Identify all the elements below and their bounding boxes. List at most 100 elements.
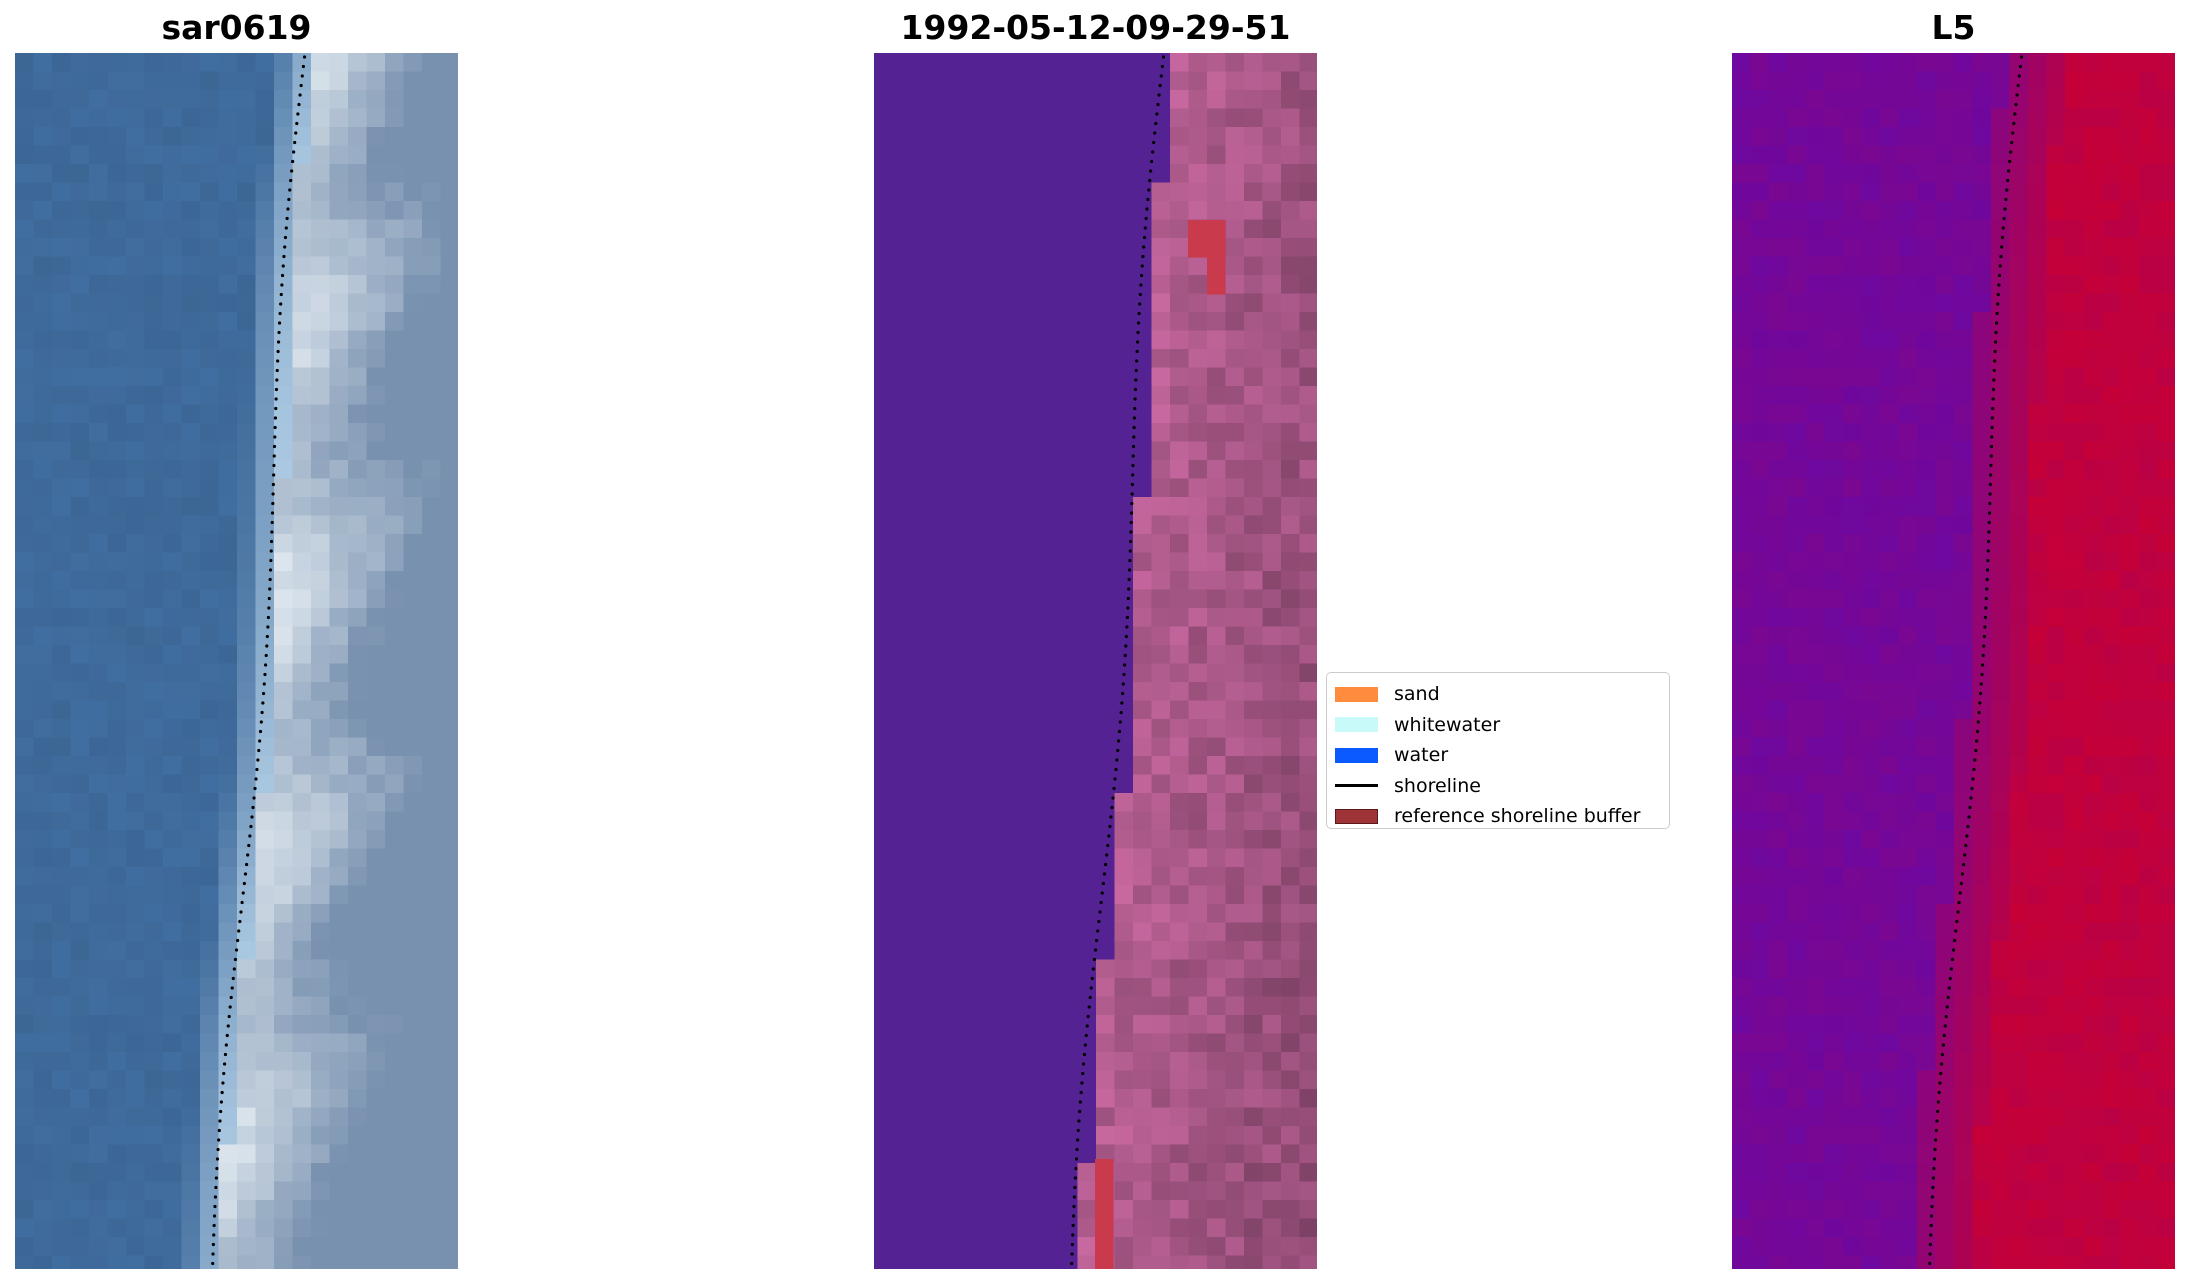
- class-pixel: [1170, 145, 1190, 165]
- class-pixel: [1040, 1237, 1060, 1257]
- class-pixel: [874, 552, 894, 572]
- shoreline-point: [268, 587, 272, 591]
- class-pixel: [892, 737, 912, 757]
- index-pixel: [1769, 1237, 1789, 1257]
- index-pixel: [1991, 441, 2011, 461]
- image-pixel: [440, 811, 458, 831]
- image-pixel: [218, 608, 238, 628]
- index-pixel: [2009, 127, 2029, 147]
- class-pixel: [911, 774, 931, 794]
- class-pixel: [1244, 256, 1264, 276]
- index-pixel: [1787, 90, 1807, 110]
- image-pixel: [385, 848, 405, 868]
- class-pixel: [1225, 53, 1245, 73]
- index-pixel: [1750, 1181, 1770, 1201]
- index-pixel: [2139, 219, 2159, 239]
- rgb-image: [15, 53, 458, 1269]
- image-pixel: [311, 256, 331, 276]
- index-pixel: [1732, 830, 1752, 850]
- image-pixel: [274, 793, 294, 813]
- shoreline-point: [264, 663, 268, 667]
- image-pixel: [366, 1015, 386, 1035]
- class-pixel: [1022, 164, 1042, 184]
- shoreline-point: [222, 1062, 227, 1066]
- shoreline-point: [1160, 64, 1165, 69]
- index-pixel: [1806, 1181, 1826, 1201]
- shoreline-point: [1074, 1157, 1079, 1161]
- class-pixel: [1188, 959, 1208, 979]
- index-pixel: [1824, 145, 1844, 165]
- class-pixel: [1262, 497, 1282, 517]
- class-pixel: [1170, 515, 1190, 535]
- class-pixel: [1225, 386, 1245, 406]
- image-pixel: [403, 589, 423, 609]
- image-pixel: [329, 756, 349, 776]
- index-pixel: [1806, 1218, 1826, 1238]
- index-pixel: [2102, 626, 2122, 646]
- image-pixel: [311, 1200, 331, 1220]
- index-pixel: [1769, 1144, 1789, 1164]
- image-pixel: [422, 182, 442, 202]
- index-pixel: [1880, 626, 1900, 646]
- class-pixel: [1133, 441, 1153, 461]
- image-pixel: [126, 552, 146, 572]
- index-pixel: [1787, 756, 1807, 776]
- shoreline-point: [282, 254, 286, 259]
- index-pixel: [2157, 941, 2175, 961]
- index-pixel: [2157, 811, 2175, 831]
- index-pixel: [1750, 293, 1770, 313]
- class-pixel: [911, 608, 931, 628]
- index-pixel: [1824, 478, 1844, 498]
- class-pixel: [948, 1089, 968, 1109]
- index-pixel: [2065, 1200, 2085, 1220]
- image-pixel: [144, 441, 164, 461]
- class-pixel: [1207, 941, 1227, 961]
- class-pixel: [1133, 1237, 1153, 1257]
- image-pixel: [403, 1163, 423, 1183]
- image-pixel: [422, 1089, 442, 1109]
- class-pixel: [1022, 53, 1042, 73]
- image-pixel: [33, 71, 53, 91]
- index-pixel: [1954, 1181, 1974, 1201]
- class-pixel: [1262, 145, 1282, 165]
- index-pixel: [1935, 256, 1955, 276]
- index-pixel: [1898, 1181, 1918, 1201]
- image-pixel: [218, 645, 238, 665]
- class-pixel: [1003, 1107, 1023, 1127]
- image-pixel: [200, 959, 220, 979]
- index-pixel: [1935, 312, 1955, 332]
- image-pixel: [15, 1255, 35, 1269]
- image-pixel: [422, 1033, 442, 1053]
- index-pixel: [2028, 552, 2048, 572]
- class-pixel: [911, 1015, 931, 1035]
- class-pixel: [1114, 552, 1134, 572]
- image-pixel: [403, 1033, 423, 1053]
- image-pixel: [15, 663, 35, 683]
- image-pixel: [70, 312, 90, 332]
- class-pixel: [1151, 626, 1171, 646]
- class-pixel: [1281, 386, 1301, 406]
- index-pixel: [2083, 571, 2103, 591]
- index-pixel: [1880, 534, 1900, 554]
- index-pixel: [1769, 645, 1789, 665]
- index-pixel: [1732, 1218, 1752, 1238]
- index-pixel: [1991, 1218, 2011, 1238]
- class-pixel: [1207, 367, 1227, 387]
- image-pixel: [70, 774, 90, 794]
- class-pixel: [1225, 589, 1245, 609]
- index-pixel: [1806, 867, 1826, 887]
- index-pixel: [1787, 386, 1807, 406]
- image-pixel: [440, 1144, 458, 1164]
- class-pixel: [1281, 1033, 1301, 1053]
- index-pixel: [1954, 700, 1974, 720]
- shoreline-point: [1134, 368, 1138, 373]
- class-pixel: [1077, 830, 1097, 850]
- class-pixel: [1299, 904, 1317, 924]
- image-pixel: [348, 904, 368, 924]
- index-pixel: [1806, 164, 1826, 184]
- index-pixel: [2046, 663, 2066, 683]
- image-pixel: [366, 1126, 386, 1146]
- index-pixel: [1806, 589, 1826, 609]
- index-pixel: [1954, 719, 1974, 739]
- class-pixel: [985, 1070, 1005, 1090]
